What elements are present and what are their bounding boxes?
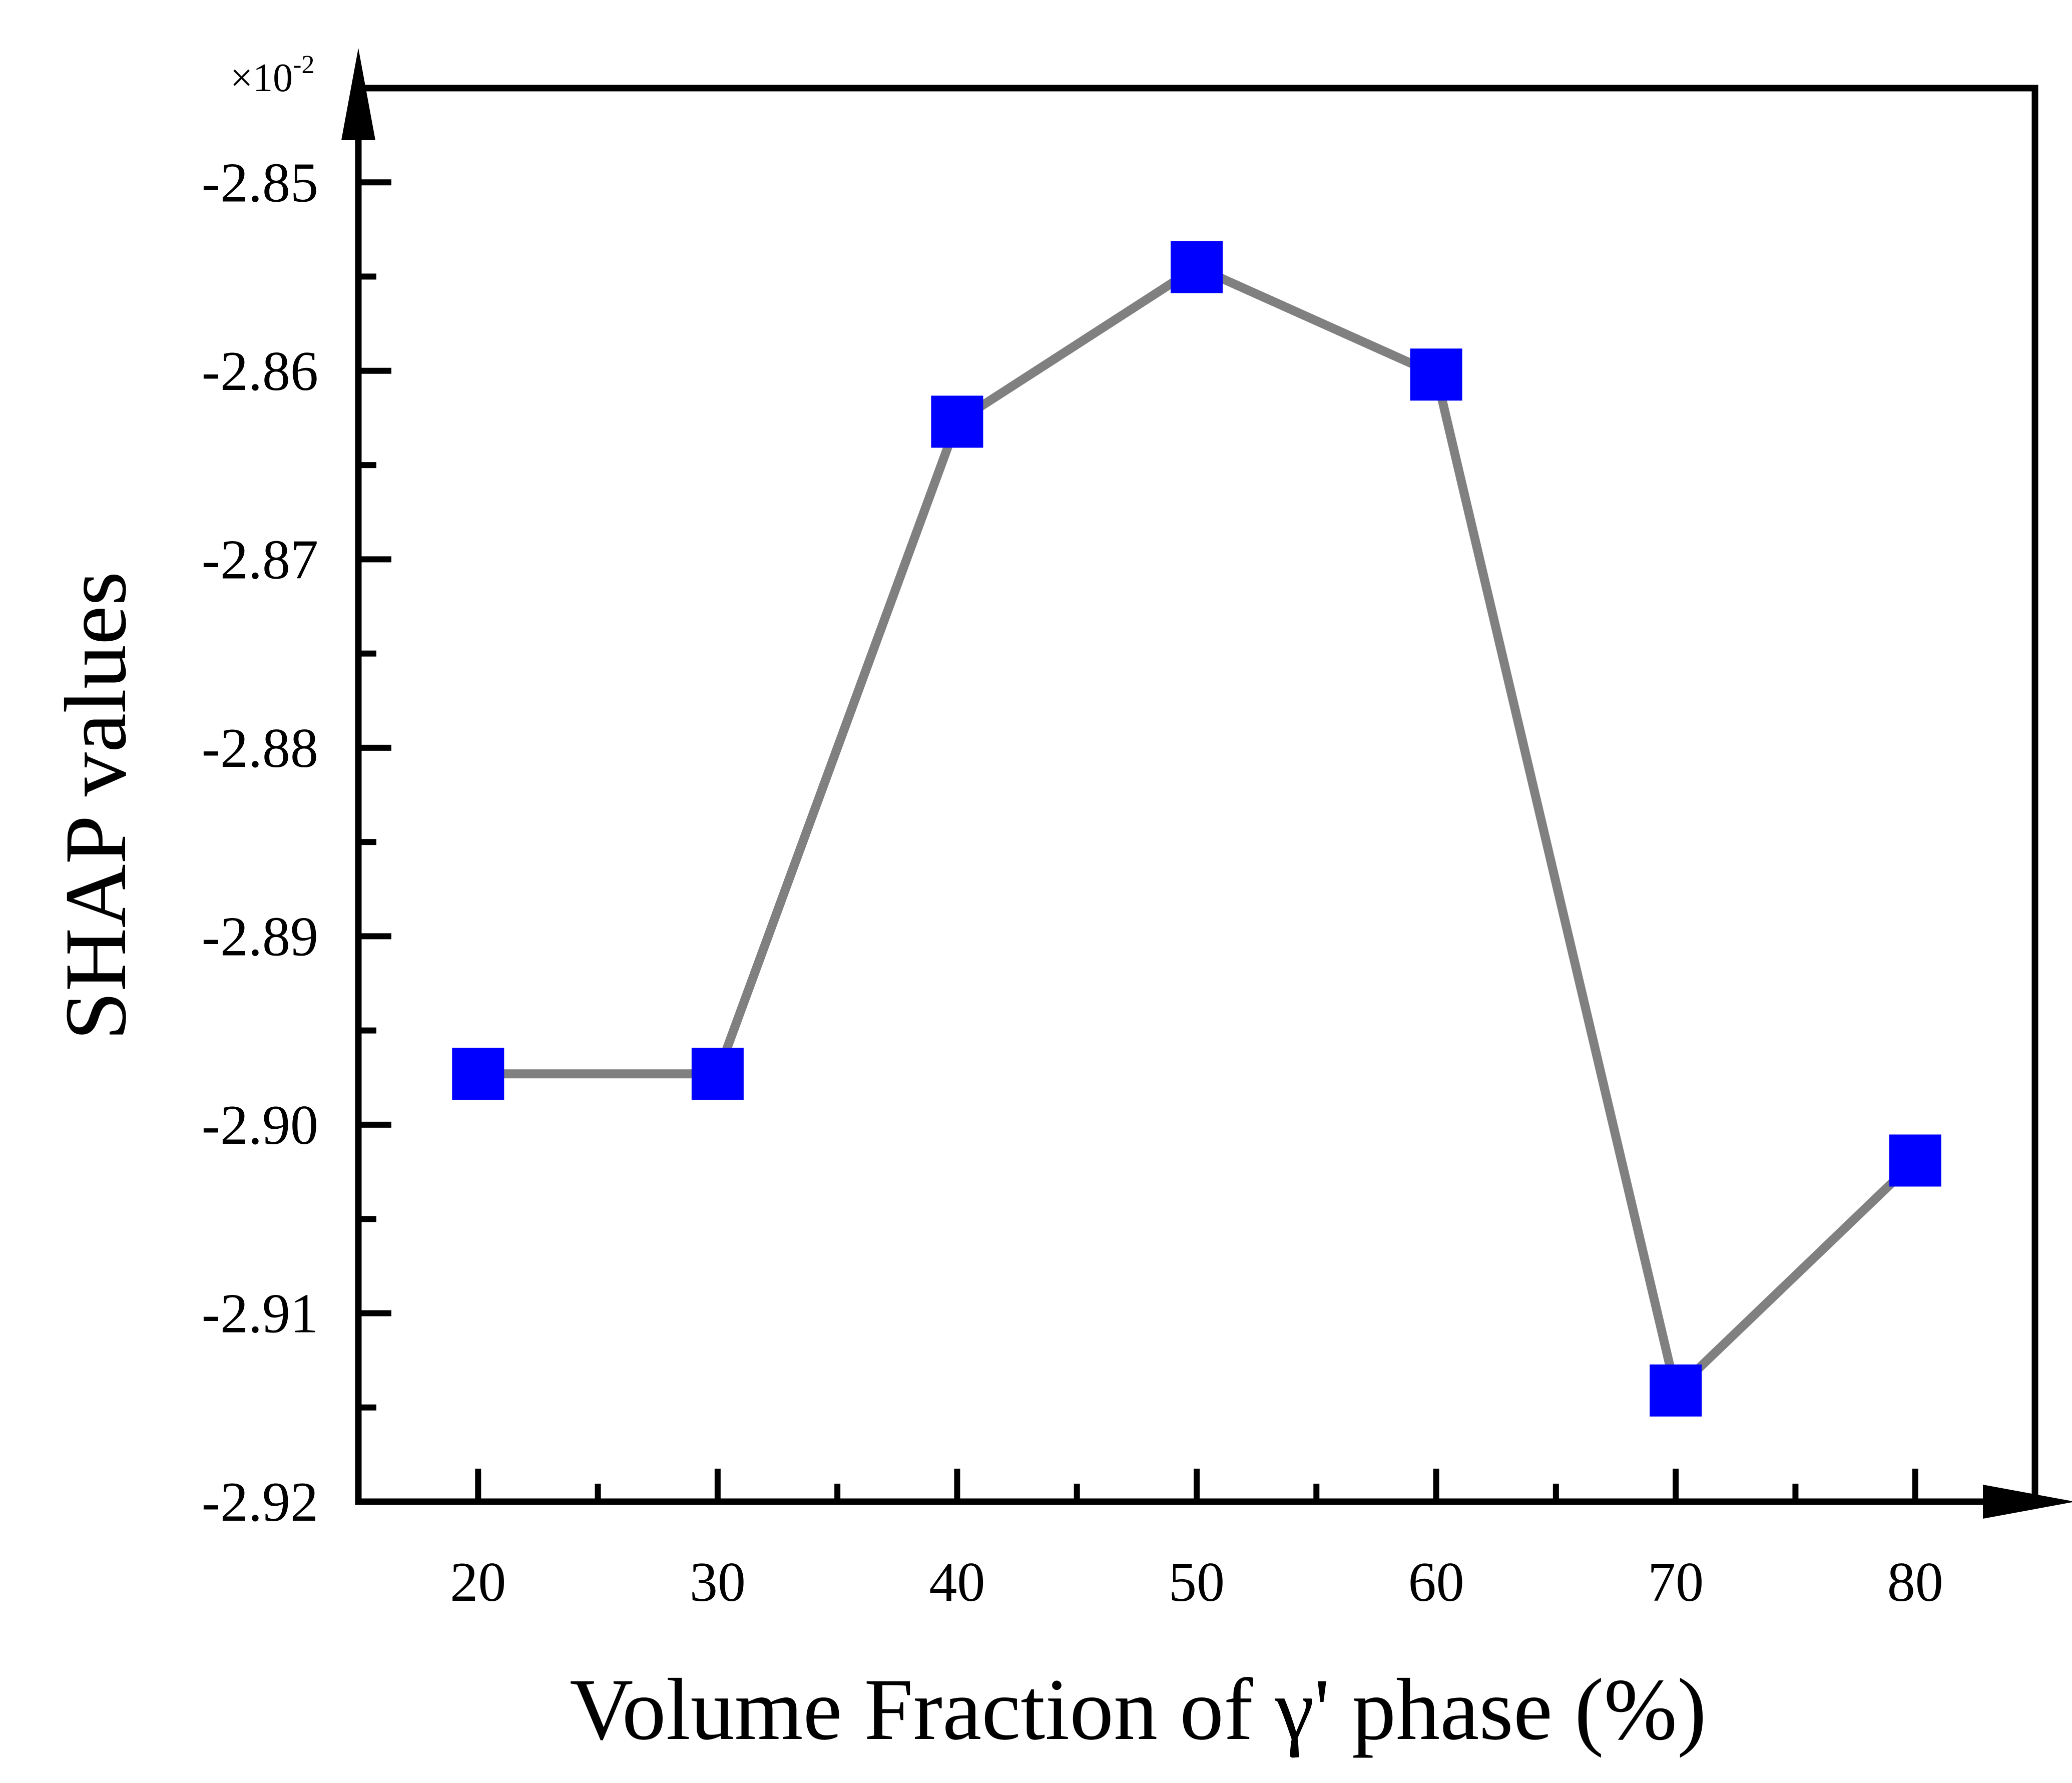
y-axis-tick-labels: -2.85 -2.86 -2.87 -2.88 -2.89 -2.90 -2.91 -2.92	[202, 152, 318, 1533]
y-tick-label-5: -2.90	[202, 1094, 318, 1156]
y-axis-title: SHAP values	[47, 571, 145, 1040]
data-point-0-5	[1650, 1364, 1702, 1417]
y-axis-arrow	[341, 48, 375, 140]
x-axis-tick-labels: 20 30 40 50 60 70 80	[450, 1551, 1943, 1613]
x-tick-label-0: 20	[450, 1551, 506, 1613]
y-axis-multiplier-exponent: -2	[293, 51, 314, 79]
data-point-0-4	[1410, 348, 1462, 401]
y-tick-label-6: -2.91	[202, 1282, 318, 1345]
x-axis-ticks	[475, 1469, 1918, 1502]
y-axis-multiplier-base: ×10	[230, 56, 293, 100]
data-point-0-6	[1889, 1134, 1941, 1187]
y-tick-label-3: -2.88	[202, 717, 318, 779]
y-tick-label-0: -2.85	[202, 152, 318, 214]
x-axis-title: Volume Fraction of γ' phase (%)	[570, 1661, 1707, 1758]
y-axis-multiplier: ×10-2	[230, 51, 314, 100]
y-tick-label-1: -2.86	[202, 340, 318, 402]
data-point-0-2	[931, 395, 983, 448]
series-markers	[452, 241, 1941, 1417]
data-point-0-3	[1171, 241, 1223, 293]
x-tick-label-2: 40	[929, 1551, 985, 1613]
x-tick-label-3: 50	[1169, 1551, 1225, 1613]
series-line-0	[478, 262, 1918, 1395]
series-lines	[478, 262, 1918, 1395]
y-tick-label-4: -2.89	[202, 906, 318, 968]
x-tick-label-6: 80	[1887, 1551, 1943, 1613]
y-axis-ticks	[358, 179, 391, 1505]
x-tick-label-4: 60	[1408, 1551, 1464, 1613]
data-point-0-0	[452, 1048, 504, 1100]
x-tick-label-1: 30	[690, 1551, 746, 1613]
x-axis-arrow	[1983, 1485, 2072, 1519]
x-tick-label-5: 70	[1648, 1551, 1704, 1613]
y-tick-label-2: -2.87	[202, 529, 318, 591]
data-point-0-1	[691, 1048, 744, 1100]
y-tick-label-7: -2.92	[202, 1471, 318, 1533]
